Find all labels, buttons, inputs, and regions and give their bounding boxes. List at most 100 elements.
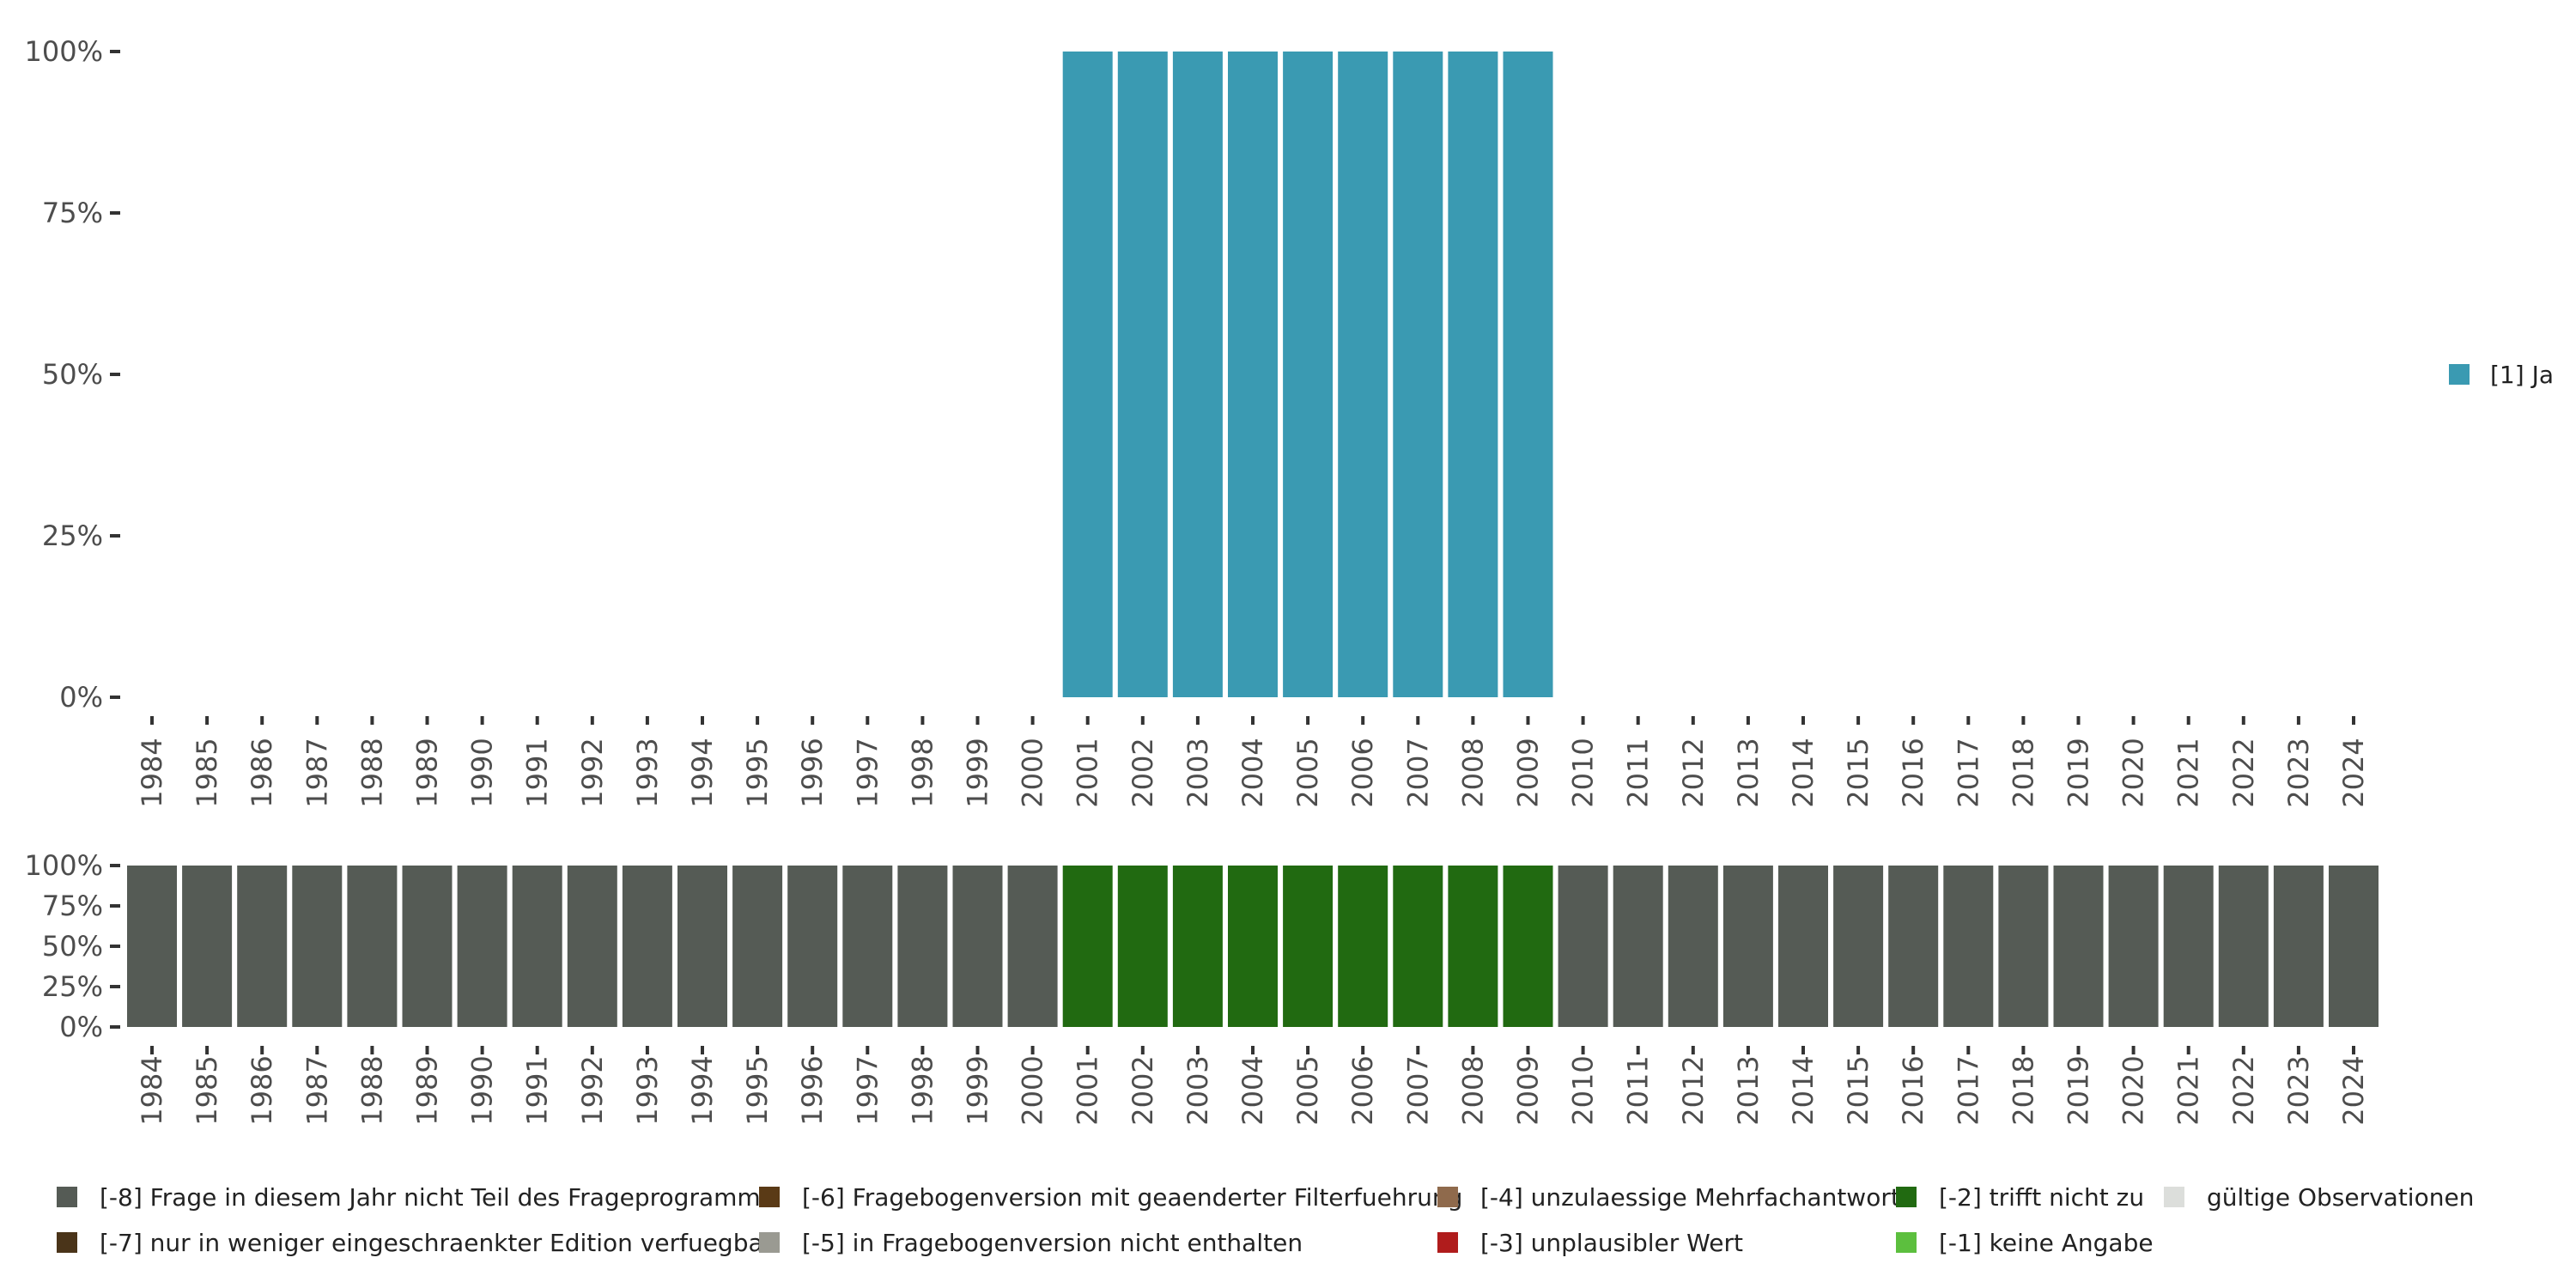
x-tick-label-2008: 2008 xyxy=(1456,1055,1489,1125)
bar--8-frage-in-diesem-jahr-nicht-teil-des-frageprogramms-2013 xyxy=(1722,866,1773,1027)
x-tick-label-2015: 2015 xyxy=(1842,1055,1874,1125)
y-tick-label: 0% xyxy=(59,681,103,714)
top-chart-ja-distribution: 0% 25% 50% 75% 100% 1984 1985 1986 1987 1988 1989 1… xyxy=(25,35,2370,808)
x-tick-label-2010: 2010 xyxy=(1567,1055,1600,1125)
x-tick-label-2015: 2015 xyxy=(1842,738,1874,807)
bar--8-frage-in-diesem-jahr-nicht-teil-des-frageprogramms-2012 xyxy=(1668,866,1718,1027)
bar--1-ja-2009 xyxy=(1503,52,1553,697)
x-tick-label-1998: 1998 xyxy=(906,1055,939,1125)
bar--8-frage-in-diesem-jahr-nicht-teil-des-frageprogramms-2018 xyxy=(1998,866,2049,1027)
x-tick-label-1987: 1987 xyxy=(301,738,333,807)
x-tick-label-2014: 2014 xyxy=(1787,1055,1820,1125)
x-tick-label-2019: 2019 xyxy=(2063,738,2095,807)
x-tick-label-1993: 1993 xyxy=(631,1055,664,1125)
legend-swatch xyxy=(1437,1232,1458,1253)
x-tick-label-1992: 1992 xyxy=(576,738,609,807)
legend-label: [-8] Frage in diesem Jahr nicht Teil des… xyxy=(100,1183,773,1212)
x-tick-label-2007: 2007 xyxy=(1401,738,1434,807)
bar--8-frage-in-diesem-jahr-nicht-teil-des-frageprogramms-1997 xyxy=(842,866,893,1027)
x-tick-label-2011: 2011 xyxy=(1622,1055,1655,1125)
bar--2-trifft-nicht-zu-2005 xyxy=(1283,866,1334,1027)
x-tick-label-2017: 2017 xyxy=(1952,1055,1984,1125)
bar--8-frage-in-diesem-jahr-nicht-teil-des-frageprogramms-2021 xyxy=(2163,866,2214,1027)
y-tick-label: 75% xyxy=(42,890,103,922)
x-tick-label-2008: 2008 xyxy=(1456,738,1489,807)
x-tick-label-2023: 2023 xyxy=(2282,738,2315,807)
bottom-legend: [-8] Frage in diesem Jahr nicht Teil des… xyxy=(57,1183,2474,1257)
bar--8-frage-in-diesem-jahr-nicht-teil-des-frageprogramms-1992 xyxy=(567,866,617,1027)
x-tick-label-2001: 2001 xyxy=(1072,738,1104,807)
x-tick-label-2020: 2020 xyxy=(2117,738,2150,807)
x-tick-label-2005: 2005 xyxy=(1291,738,1324,807)
legend-swatch xyxy=(759,1187,780,1207)
bar--8-frage-in-diesem-jahr-nicht-teil-des-frageprogramms-1989 xyxy=(402,866,453,1027)
x-tick-label-1988: 1988 xyxy=(355,738,388,807)
x-tick-label-1987: 1987 xyxy=(301,1055,333,1125)
x-tick-label-1999: 1999 xyxy=(962,738,994,807)
x-tick-label-2014: 2014 xyxy=(1787,738,1820,807)
bar--8-frage-in-diesem-jahr-nicht-teil-des-frageprogramms-2019 xyxy=(2053,866,2104,1027)
bar--8-frage-in-diesem-jahr-nicht-teil-des-frageprogramms-1990 xyxy=(457,866,507,1027)
y-tick-label: 50% xyxy=(42,358,103,391)
bar--8-frage-in-diesem-jahr-nicht-teil-des-frageprogramms-1999 xyxy=(952,866,1003,1027)
x-tick-label-1989: 1989 xyxy=(411,1055,444,1125)
bar--8-frage-in-diesem-jahr-nicht-teil-des-frageprogramms-1984 xyxy=(127,866,177,1027)
legend-swatch xyxy=(1896,1187,1917,1207)
x-tick-label-2012: 2012 xyxy=(1677,738,1710,807)
bar--8-frage-in-diesem-jahr-nicht-teil-des-frageprogramms-2014 xyxy=(1778,866,1828,1027)
legend-swatch xyxy=(2164,1187,2184,1207)
x-tick-label-2021: 2021 xyxy=(2172,738,2205,807)
bar--8-frage-in-diesem-jahr-nicht-teil-des-frageprogramms-2017 xyxy=(1943,866,1994,1027)
legend-label: [-4] unzulaessige Mehrfachantwort xyxy=(1480,1183,1900,1212)
x-tick-label-2000: 2000 xyxy=(1017,738,1049,807)
bar--8-frage-in-diesem-jahr-nicht-teil-des-frageprogramms-2000 xyxy=(1007,866,1058,1027)
y-tick-label: 100% xyxy=(25,849,103,882)
bar--8-frage-in-diesem-jahr-nicht-teil-des-frageprogramms-2016 xyxy=(1888,866,1939,1027)
x-tick-label-2011: 2011 xyxy=(1622,738,1655,807)
x-tick-label-2000: 2000 xyxy=(1017,1055,1049,1125)
bar--1-ja-2001 xyxy=(1062,52,1113,697)
bar--8-frage-in-diesem-jahr-nicht-teil-des-frageprogramms-1986 xyxy=(237,866,288,1027)
x-tick-label-1988: 1988 xyxy=(355,1055,388,1125)
x-tick-label-1997: 1997 xyxy=(851,738,884,807)
x-tick-label-2007: 2007 xyxy=(1401,1055,1434,1125)
x-tick-label-2016: 2016 xyxy=(1897,738,1929,807)
legend-swatch-ja xyxy=(2449,364,2470,385)
x-tick-label-1992: 1992 xyxy=(576,1055,609,1125)
y-tick-label: 25% xyxy=(42,519,103,552)
bar--8-frage-in-diesem-jahr-nicht-teil-des-frageprogramms-1985 xyxy=(182,866,233,1027)
x-tick-label-2003: 2003 xyxy=(1182,1055,1214,1125)
x-tick-label-2022: 2022 xyxy=(2227,738,2260,807)
bar--1-ja-2005 xyxy=(1283,52,1334,697)
legend-swatch xyxy=(57,1232,77,1253)
x-tick-label-1985: 1985 xyxy=(191,1055,223,1125)
y-tick-label: 100% xyxy=(25,35,103,68)
legend-label-ja: [1] Ja xyxy=(2490,361,2554,389)
top-legend: [1] Ja xyxy=(2449,361,2554,389)
x-tick-label-2009: 2009 xyxy=(1512,1055,1545,1125)
x-tick-label-2004: 2004 xyxy=(1236,1055,1269,1125)
bar--8-frage-in-diesem-jahr-nicht-teil-des-frageprogramms-1996 xyxy=(787,866,838,1027)
bar--8-frage-in-diesem-jahr-nicht-teil-des-frageprogramms-2011 xyxy=(1613,866,1663,1027)
bar--8-frage-in-diesem-jahr-nicht-teil-des-frageprogramms-2020 xyxy=(2108,866,2159,1027)
legend-label: [-7] nur in weniger eingeschraenkter Edi… xyxy=(100,1229,774,1257)
bar--8-frage-in-diesem-jahr-nicht-teil-des-frageprogramms-1991 xyxy=(512,866,562,1027)
x-tick-label-2017: 2017 xyxy=(1952,738,1984,807)
x-tick-label-2023: 2023 xyxy=(2282,1055,2315,1125)
x-tick-label-2019: 2019 xyxy=(2063,1055,2095,1125)
bar--2-trifft-nicht-zu-2002 xyxy=(1117,866,1168,1027)
bar--1-ja-2003 xyxy=(1172,52,1223,697)
bottom-chart-missing-codes: 0% 25% 50% 75% 100% 1984 1985 1986 1987 1988 1989 1… xyxy=(25,849,2379,1126)
x-tick-label-2024: 2024 xyxy=(2337,738,2370,807)
bar--8-frage-in-diesem-jahr-nicht-teil-des-frageprogramms-1995 xyxy=(732,866,783,1027)
bar--2-trifft-nicht-zu-2001 xyxy=(1062,866,1113,1027)
bar--8-frage-in-diesem-jahr-nicht-teil-des-frageprogramms-1988 xyxy=(347,866,398,1027)
x-tick-label-2022: 2022 xyxy=(2227,1055,2260,1125)
legend-swatch xyxy=(1437,1187,1458,1207)
bar--2-trifft-nicht-zu-2003 xyxy=(1172,866,1223,1027)
x-tick-label-1993: 1993 xyxy=(631,738,664,807)
bar--8-frage-in-diesem-jahr-nicht-teil-des-frageprogramms-2010 xyxy=(1558,866,1608,1027)
x-tick-label-2018: 2018 xyxy=(2007,1055,2039,1125)
x-tick-label-1986: 1986 xyxy=(246,738,278,807)
x-tick-label-2024: 2024 xyxy=(2337,1055,2370,1125)
